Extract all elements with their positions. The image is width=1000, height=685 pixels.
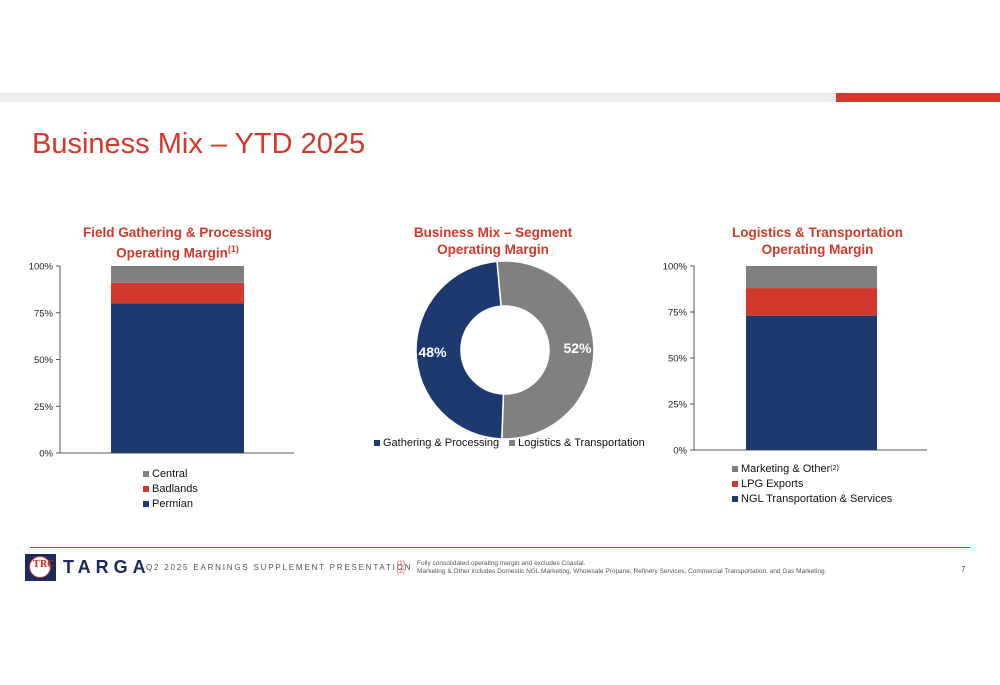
legend-label: Marketing & Other [741,462,831,475]
left-chart-title-line1: Field Gathering & Processing [82,225,273,240]
right-stacked-bar-chart: 0% 25% 50% 75% 100% [663,262,927,457]
legend-swatch [732,465,738,472]
segment-donut-chart: 48% 52% [415,260,595,440]
center-chart-title-line2: Operating Margin [437,242,549,257]
legend-item-gathering: Gathering & Processing [374,437,499,449]
right-chart-title-line1: Logistics & Transportation [731,225,904,240]
legend-item-badlands: Badlands [143,481,198,496]
footnote-2: Marketing & Other includes Domestic NGL … [417,568,827,575]
center-chart-legend: Gathering & Processing Logistics & Trans… [374,437,645,449]
legend-swatch [509,440,516,446]
donut-slice [496,260,595,440]
slide-title: Business Mix – YTD 2025 [32,128,366,160]
legend-item-central: Central [143,466,198,481]
donut-slice [415,260,505,440]
left-chart-title-line2: Operating Margin(1) [60,241,295,262]
legend-label: Central [152,467,188,480]
legend-swatch [732,495,738,502]
logo-emblem [29,556,51,578]
bar-segment [111,303,244,453]
donut-data-label: 48% [419,344,448,360]
y-tick-label: 25% [668,400,688,411]
y-tick-label: 0% [673,446,687,457]
footnote-ref-1: (1) [227,244,239,254]
y-tick-label: 75% [668,308,688,319]
y-tick-label: 100% [663,262,688,273]
legend-swatch [143,485,149,492]
targa-logo: TRC [25,554,56,581]
left-chart-title-text: Operating Margin [116,245,228,261]
logo-monogram: TRC [33,560,55,570]
legend-label: Permian [152,497,193,510]
right-chart-title: Logistics & Transportation Operating Mar… [705,224,930,258]
bar-segment [111,266,244,283]
left-stacked-bar-chart: 0% 25% 50% 75% 100% [29,262,294,460]
legend-swatch [374,440,380,446]
footnotes: Fully consolidated operating margin and … [417,560,826,576]
right-chart-title-line2: Operating Margin [761,242,874,257]
donut-data-label: 52% [563,340,592,356]
footnote-marks: (1) (2) [397,560,405,576]
footnote-mark-2: (2) [397,568,405,575]
y-tick-label: 50% [34,355,54,366]
footnote-1: Fully consolidated operating margin and … [417,560,586,567]
header-bar-accent [836,93,1000,102]
bar-segment [746,266,877,289]
y-tick-label: 0% [39,449,53,460]
header-bar-grey [0,93,836,102]
legend-swatch [143,470,149,477]
legend-label: Badlands [152,482,198,495]
left-chart-title: Field Gathering & Processing Operating M… [60,224,295,262]
y-tick-label: 75% [34,308,54,319]
right-chart-legend: Marketing & Other (2) LPG Exports NGL Tra… [732,461,892,506]
legend-item-permian: Permian [143,496,198,511]
bar-segment [746,315,877,450]
legend-item-ngl-transport: NGL Transportation & Services [732,491,892,506]
y-tick-label: 25% [34,402,54,413]
y-tick-label: 50% [668,354,688,365]
bar-segment [111,282,244,304]
center-chart-title: Business Mix – Segment Operating Margin [383,224,603,258]
footer-divider [30,547,970,548]
left-chart-legend: Central Badlands Permian [143,466,198,511]
legend-swatch [732,480,738,487]
legend-label: Gathering & Processing [383,437,500,449]
footnote-mark-1: (1) [397,560,405,567]
legend-item-lpg-exports: LPG Exports [732,476,892,491]
legend-item-logistics: Logistics & Transportation [509,437,645,449]
legend-swatch [143,500,149,507]
bar-segment [746,288,877,316]
legend-label: LPG Exports [741,477,804,490]
page-number: 7 [961,565,966,574]
footnote-ref-2: (2) [830,465,839,472]
presentation-name: Q2 2025 EARNINGS SUPPLEMENT PRESENTATION [146,563,413,572]
legend-label: Logistics & Transportation [518,437,645,449]
y-tick-label: 100% [29,262,54,273]
legend-label: NGL Transportation & Services [741,492,893,505]
legend-item-marketing: Marketing & Other (2) [732,461,892,476]
center-chart-title-line1: Business Mix – Segment [413,225,573,240]
brand-name: TARGA [63,557,151,577]
